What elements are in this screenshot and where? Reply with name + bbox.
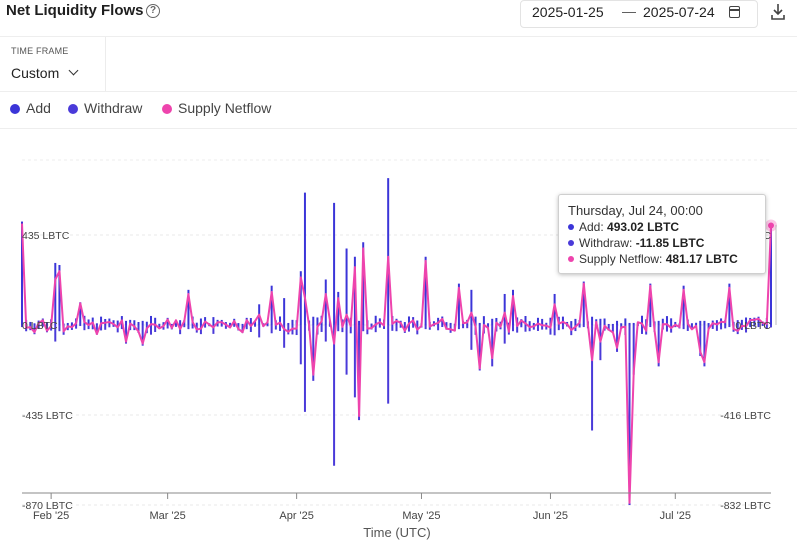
- tooltip-dot: [568, 224, 574, 230]
- date-separator: —: [622, 3, 636, 19]
- y-tick-label-left: -435 LBTC: [22, 410, 73, 422]
- time-frame-selector[interactable]: [0, 37, 106, 91]
- date-range-picker[interactable]: 2025-01-25 — 2025-07-24: [520, 0, 758, 28]
- y-tick-label-left: -870 LBTC: [22, 500, 73, 512]
- tooltip-date: Thursday, Jul 24, 00:00: [568, 203, 703, 218]
- page-title: Net Liquidity Flows: [6, 2, 144, 19]
- time-frame-value[interactable]: Custom: [11, 65, 60, 81]
- y-tick-label-right: -832 LBTC: [720, 500, 771, 512]
- tooltip-row-withdraw: Withdraw: -11.85 LBTC: [568, 236, 704, 250]
- x-axis-label: Time (UTC): [363, 525, 430, 540]
- legend-item-supply-netflow[interactable]: Supply Netflow: [162, 100, 271, 116]
- divider: [0, 91, 797, 92]
- supply-netflow-line: [21, 223, 772, 504]
- tooltip-row-netflow: Supply Netflow: 481.17 LBTC: [568, 252, 738, 266]
- x-tick-label: May '25: [402, 510, 440, 522]
- time-frame-label: TIME FRAME: [11, 46, 69, 56]
- divider: [0, 128, 797, 129]
- y-tick-label-left: 0 LBTC: [22, 320, 58, 332]
- supply-netflow-series: [21, 219, 777, 504]
- x-tick-label: Apr '25: [279, 510, 314, 522]
- header: Net Liquidity Flows ? 2025-01-25 — 2025-…: [0, 0, 797, 30]
- date-end[interactable]: 2025-07-24: [643, 4, 715, 20]
- y-tick-label-right: -416 LBTC: [720, 410, 771, 422]
- hover-marker: [768, 222, 774, 229]
- x-tick-label: Feb '25: [33, 510, 69, 522]
- y-tick-label-left: 435 LBTC: [22, 230, 70, 242]
- legend-dot: [10, 104, 20, 114]
- date-start[interactable]: 2025-01-25: [532, 4, 604, 20]
- legend-item-add[interactable]: Add: [10, 100, 51, 116]
- tooltip-dot: [568, 256, 574, 262]
- tooltip-row-add: Add: 493.02 LBTC: [568, 220, 679, 234]
- x-tick-label: Mar '25: [149, 510, 185, 522]
- legend-dot: [162, 104, 172, 114]
- download-icon[interactable]: [769, 2, 787, 22]
- legend-item-withdraw[interactable]: Withdraw: [68, 100, 142, 116]
- y-tick-label-right: 0 LBTC: [735, 320, 771, 332]
- x-tick-label: Jun '25: [533, 510, 568, 522]
- help-icon[interactable]: ?: [146, 4, 160, 18]
- calendar-icon[interactable]: [729, 6, 740, 18]
- x-tick-label: Jul '25: [660, 510, 691, 522]
- divider: [0, 36, 797, 37]
- chart-tooltip: Thursday, Jul 24, 00:00 Add: 493.02 LBTC…: [558, 194, 766, 274]
- legend-dot: [68, 104, 78, 114]
- tooltip-dot: [568, 240, 574, 246]
